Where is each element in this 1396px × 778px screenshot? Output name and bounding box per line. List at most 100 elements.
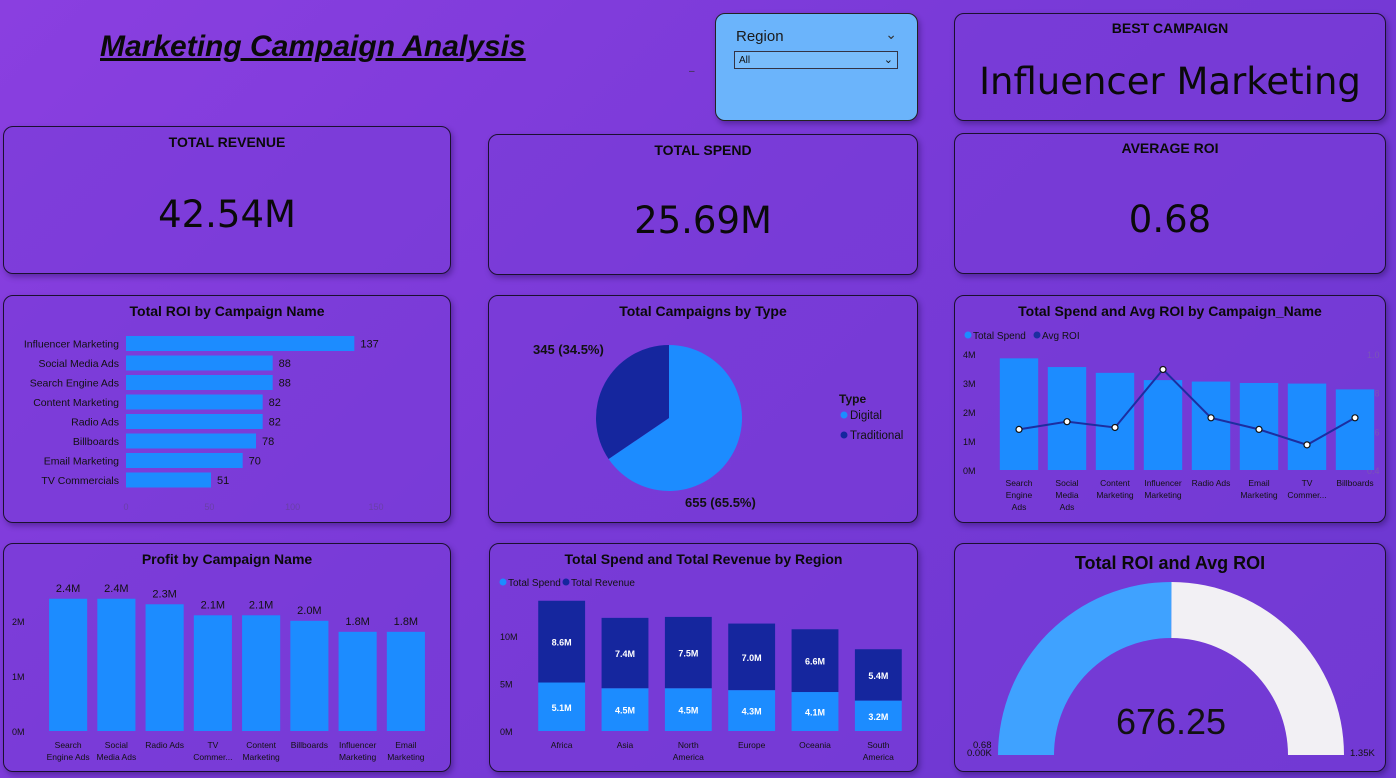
x-tick-label: America: [673, 752, 704, 762]
y-tick-label: 10M: [500, 632, 518, 642]
legend-entry: Total Spend: [973, 331, 1026, 342]
x-tick-label: Marketing: [1144, 490, 1182, 500]
y-tick-label: 2M: [963, 408, 976, 418]
x-tick-label: Search: [55, 740, 82, 750]
data-label: 2.3M: [152, 588, 176, 600]
bar-total-revenue: [664, 616, 712, 689]
bar-total-spend: [601, 688, 649, 731]
x-tick-label: Search: [1006, 478, 1033, 488]
data-label: 5.4M: [868, 671, 888, 681]
region-selected-value: All: [739, 55, 751, 66]
bar: [126, 355, 273, 371]
data-label: 88: [279, 358, 291, 370]
roi-by-campaign-chart: Influencer Marketing 137 Social Media Ads 8…: [24, 336, 384, 512]
total-spend-card: TOTAL SPEND 25.69M: [488, 134, 918, 275]
chart-title: Profit by Campaign Name: [141, 551, 313, 567]
bar: [49, 598, 88, 731]
x-tick-label: 100: [285, 502, 300, 512]
data-label: 2.4M: [56, 583, 80, 595]
data-label: 1.8M: [345, 616, 369, 628]
x-tick-label: Influencer: [339, 740, 376, 750]
bar: [1335, 389, 1375, 470]
x-tick-label: Engine: [1006, 490, 1033, 500]
x-tick-label: Billboards: [1336, 478, 1373, 488]
line-point: [1063, 418, 1071, 426]
x-tick-label: Content: [1100, 478, 1130, 488]
data-label: 7.0M: [742, 653, 762, 663]
gauge-value: 676.25: [1116, 701, 1226, 742]
region-dropdown[interactable]: All ⌄: [734, 51, 898, 69]
legend-entry: Avg ROI: [1042, 331, 1080, 342]
data-label: 4.3M: [742, 707, 762, 717]
line-point: [1207, 414, 1215, 422]
gauge-fill: [998, 582, 1172, 755]
average-roi-title: AVERAGE ROI: [1121, 140, 1219, 156]
category-label: Social Media Ads: [38, 358, 119, 370]
best-campaign-value: Influencer Marketing: [979, 60, 1361, 103]
average-roi-card: AVERAGE ROI 0.68: [954, 133, 1386, 274]
total-revenue-card: TOTAL REVENUE 42.54M: [3, 126, 451, 274]
roi-by-campaign-card: Total ROI by Campaign Name Influencer Ma…: [3, 295, 451, 523]
legend-entry: Traditional: [850, 430, 903, 442]
x-tick-label: South: [867, 740, 889, 750]
bar: [97, 598, 136, 731]
bar: [1095, 372, 1135, 470]
y-tick-label: 0M: [500, 727, 513, 737]
data-label: 88: [279, 378, 291, 390]
data-label: 78: [262, 436, 274, 448]
series-line: [1018, 367, 1356, 446]
y-tick-label: 0M: [12, 727, 25, 737]
region-slicer[interactable]: Region ⌄ All ⌄: [715, 13, 918, 121]
legend-dot: [840, 431, 848, 439]
gauge-min-label: 0.00K: [967, 748, 992, 759]
legend-title: Type: [839, 392, 866, 406]
x-tick-label: Commer...: [1287, 490, 1326, 500]
divider-mark: –: [689, 66, 695, 77]
x-tick-label: Content: [246, 740, 276, 750]
line-point: [1303, 441, 1311, 449]
gauge-max-label: 1.35K: [1350, 748, 1375, 759]
bar: [145, 604, 184, 731]
chart-title: Total ROI by Campaign Name: [129, 303, 325, 319]
chevron-down-icon[interactable]: ⌄: [885, 26, 897, 42]
x-tick-label: Asia: [617, 740, 634, 750]
campaigns-by-type-chart: 655 (65.5%) 345 (34.5%) Type Digital Traditi…: [533, 342, 903, 510]
x-tick-label: Ads: [1060, 502, 1075, 512]
x-tick-label: Ads: [1012, 502, 1027, 512]
category-label: Influencer Marketing: [24, 339, 119, 351]
line-point: [1255, 425, 1263, 433]
bar: [242, 615, 281, 731]
x-tick-label: Marketing: [339, 752, 377, 762]
x-tick-label: Email: [395, 740, 416, 750]
bar: [126, 336, 355, 351]
data-label: 6.6M: [805, 657, 825, 667]
total-revenue-value: 42.54M: [158, 193, 296, 236]
category-label: TV Commercials: [41, 475, 119, 487]
x-tick-label: 150: [368, 502, 383, 512]
bar-total-spend: [538, 682, 586, 731]
bar: [338, 631, 377, 731]
bar: [386, 631, 425, 731]
data-label: 3.2M: [868, 712, 888, 722]
chart-title: Total ROI and Avg ROI: [1074, 553, 1266, 573]
page-title: Marketing Campaign Analysis: [100, 30, 526, 63]
x-tick-label: Media Ads: [97, 752, 137, 762]
category-label: Billboards: [73, 436, 119, 448]
y-tick-label: 0M: [963, 466, 976, 476]
legend-entry: Digital: [850, 410, 882, 422]
x-tick-label: 50: [204, 502, 214, 512]
x-tick-label: TV: [207, 740, 218, 750]
x-tick-label: Social: [105, 740, 128, 750]
bar: [126, 394, 263, 410]
line-point: [1015, 425, 1023, 433]
data-label: 1.8M: [394, 616, 418, 628]
dropdown-arrow-icon[interactable]: ⌄: [883, 54, 893, 66]
data-label: 8.6M: [552, 638, 572, 648]
y-tick-label: 4M: [963, 350, 976, 360]
y-tick-label: 1M: [12, 672, 25, 682]
x-tick-label: Billboards: [291, 740, 328, 750]
bar: [1287, 383, 1327, 470]
bar-total-spend: [791, 692, 839, 731]
bar: [999, 358, 1039, 470]
gauge-target-label: 0.68: [973, 740, 992, 751]
